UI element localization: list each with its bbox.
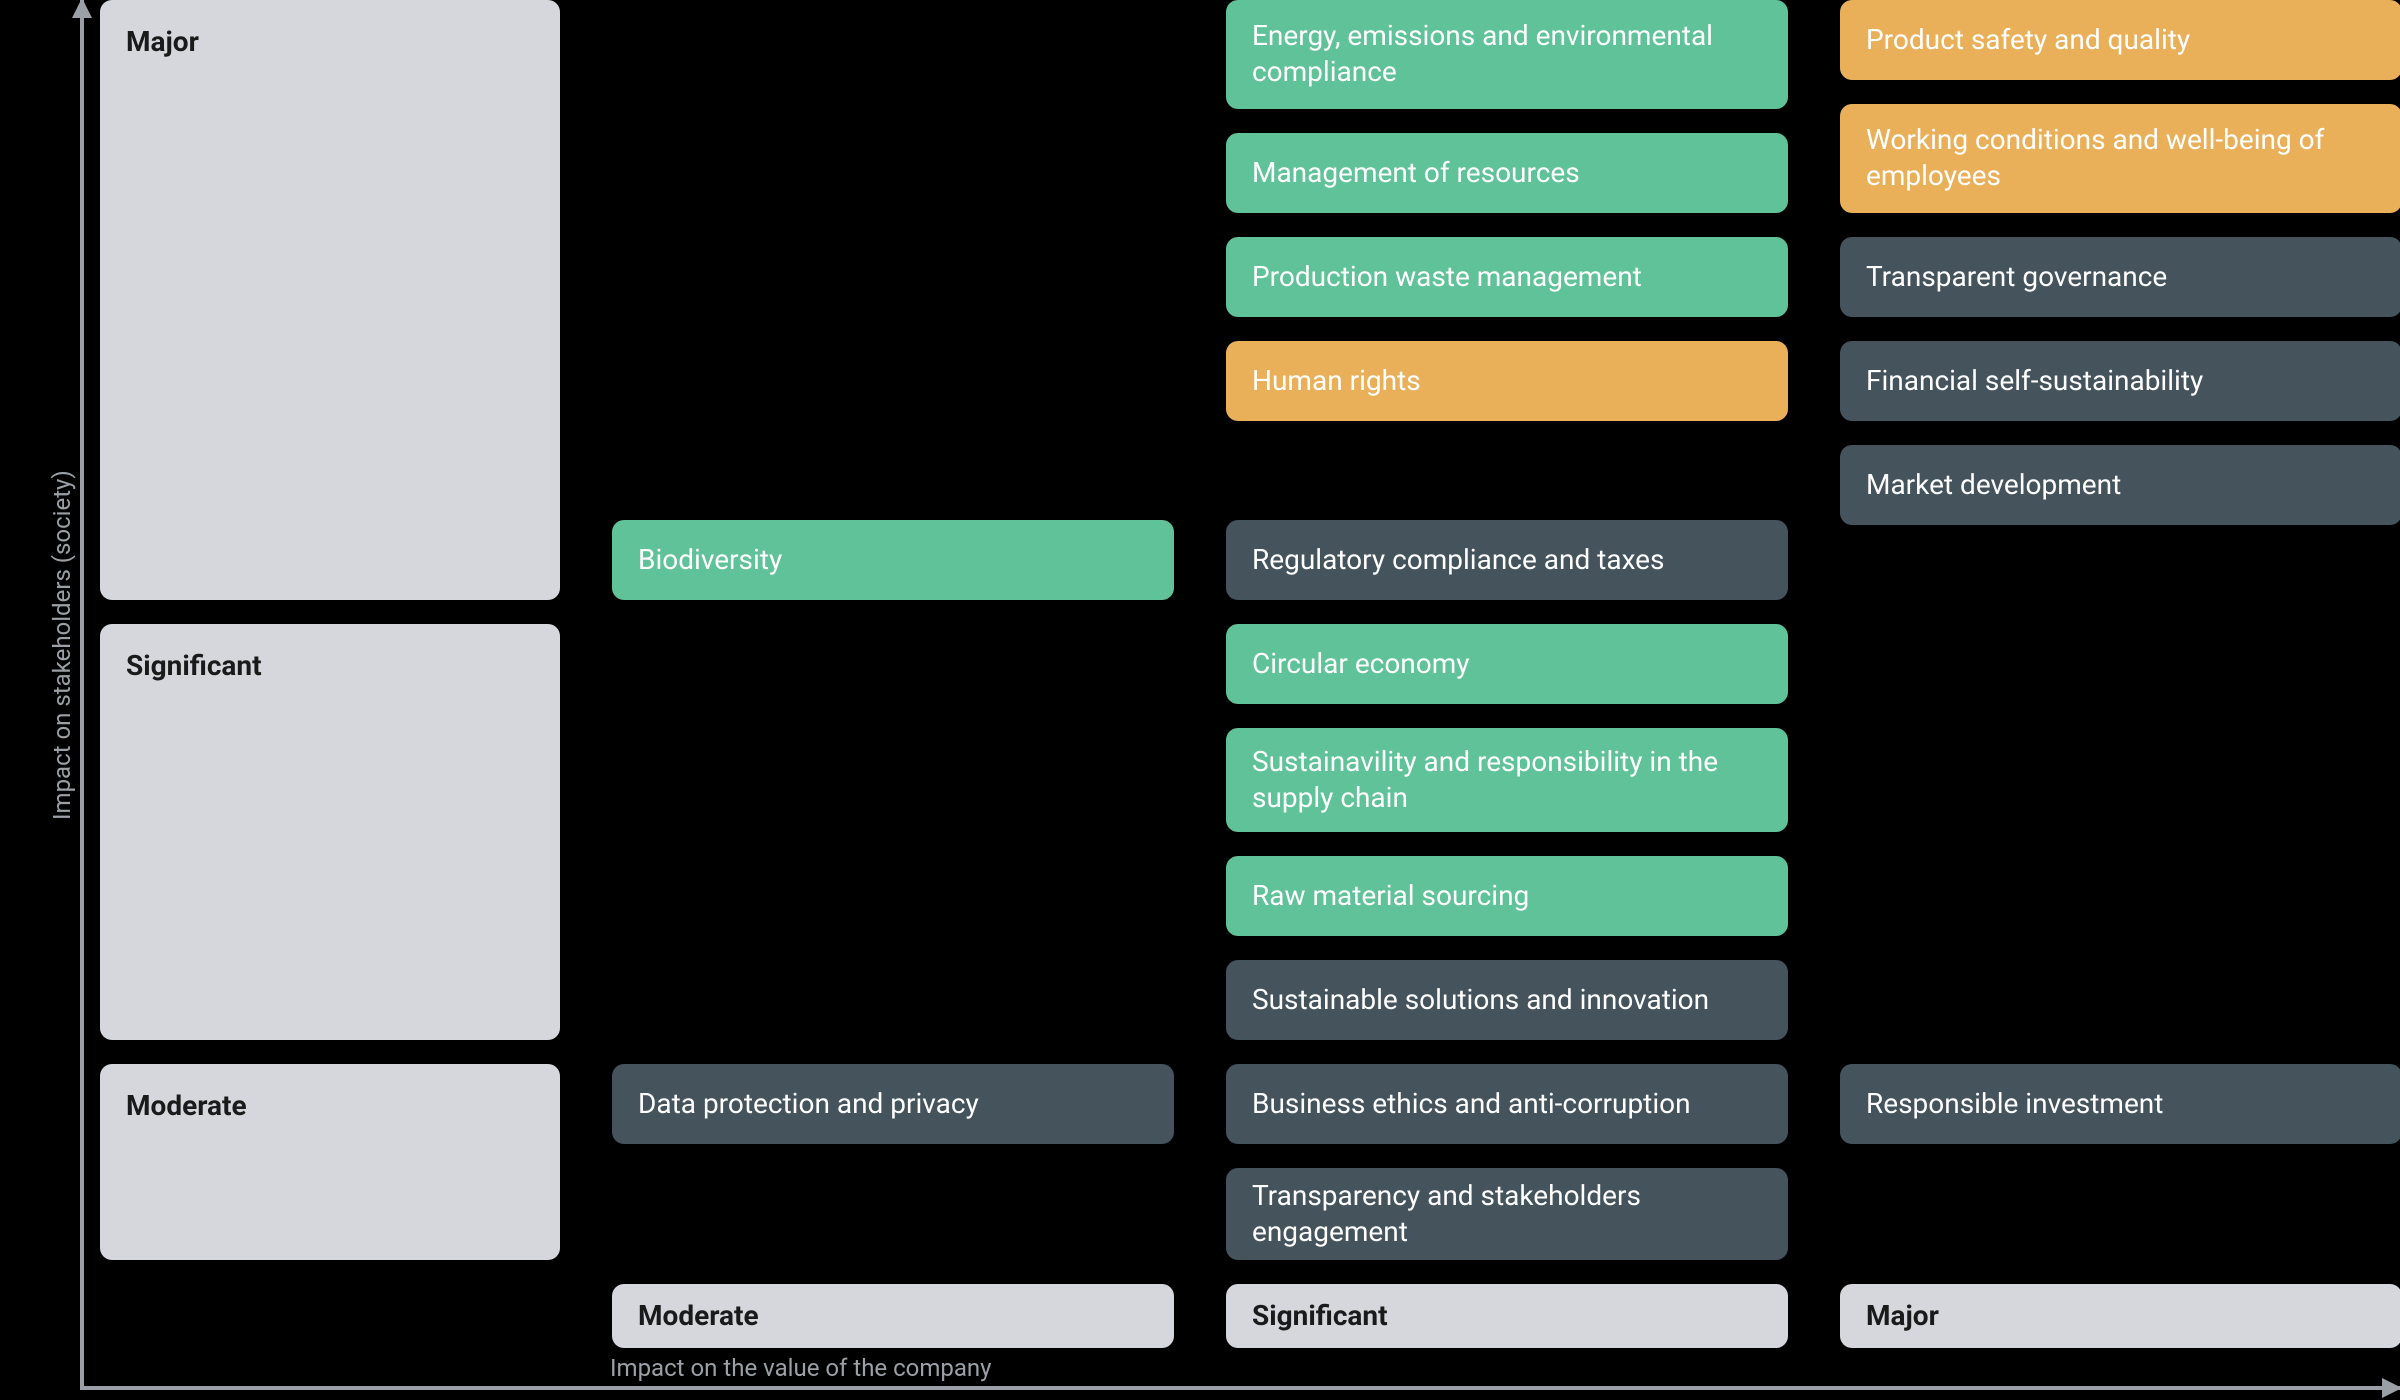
x-header-moderate: Moderate [612,1284,1174,1348]
x-header-major: Major [1840,1284,2400,1348]
topic-raw-material: Raw material sourcing [1226,856,1788,936]
topic-supply-chain: Sustainavility and responsibility in the… [1226,728,1788,832]
cell-moderate-moderate: Data protection and privacy [612,1064,1174,1260]
topic-product-safety: Product safety and quality [1840,0,2400,80]
x-header-major-cell: Major [1840,1284,2400,1348]
topic-responsible-investment: Responsible investment [1840,1064,2400,1144]
topic-innovation: Sustainable solutions and innovation [1226,960,1788,1040]
topic-data-protection: Data protection and privacy [612,1064,1174,1144]
topic-financial: Financial self-sustainability [1840,341,2400,421]
y-header-moderate: Moderate [100,1064,560,1260]
topic-regulatory: Regulatory compliance and taxes [1226,520,1788,600]
topic-human-rights: Human rights [1226,341,1788,421]
cell-significant-major [1840,624,2400,1040]
topic-governance: Transparent governance [1840,237,2400,317]
topic-circular: Circular economy [1226,624,1788,704]
topic-energy: Energy, emissions and environmental comp… [1226,0,1788,109]
x-header-spacer [100,1284,560,1348]
topic-working-conditions: Working conditions and well-being of emp… [1840,104,2400,213]
cell-moderate-significant: Business ethics and anti-corruption Tran… [1226,1064,1788,1260]
y-axis [80,0,84,1390]
topic-waste: Production waste management [1226,237,1788,317]
cell-significant-significant: Circular economy Sustainavility and resp… [1226,624,1788,1040]
topic-market-dev: Market development [1840,445,2400,525]
cell-major-moderate: Biodiversity [612,0,1174,600]
topic-ethics: Business ethics and anti-corruption [1226,1064,1788,1144]
cell-major-major: Product safety and quality Working condi… [1840,0,2400,600]
cell-major-significant: Energy, emissions and environmental comp… [1226,0,1788,600]
topic-resources: Management of resources [1226,133,1788,213]
y-axis-label: Impact on stakeholders (society) [48,470,76,820]
y-header-significant: Significant [100,624,560,1040]
y-header-significant-cell: Significant [100,624,560,1040]
matrix-grid: Major Biodiversity Energy, emissions and… [100,0,2390,1340]
y-header-moderate-cell: Moderate [100,1064,560,1260]
y-header-major: Major [100,0,560,600]
y-header-major-cell: Major [100,0,560,600]
x-header-significant: Significant [1226,1284,1788,1348]
x-header-significant-cell: Significant [1226,1284,1788,1348]
x-axis-label: Impact on the value of the company [610,1354,992,1382]
x-header-moderate-cell: Moderate [612,1284,1174,1348]
topic-biodiversity: Biodiversity [612,520,1174,600]
x-axis [80,1386,2400,1390]
cell-moderate-major: Responsible investment [1840,1064,2400,1260]
topic-transparency: Transparency and stakeholders engagement [1226,1168,1788,1260]
cell-significant-moderate [612,624,1174,1040]
